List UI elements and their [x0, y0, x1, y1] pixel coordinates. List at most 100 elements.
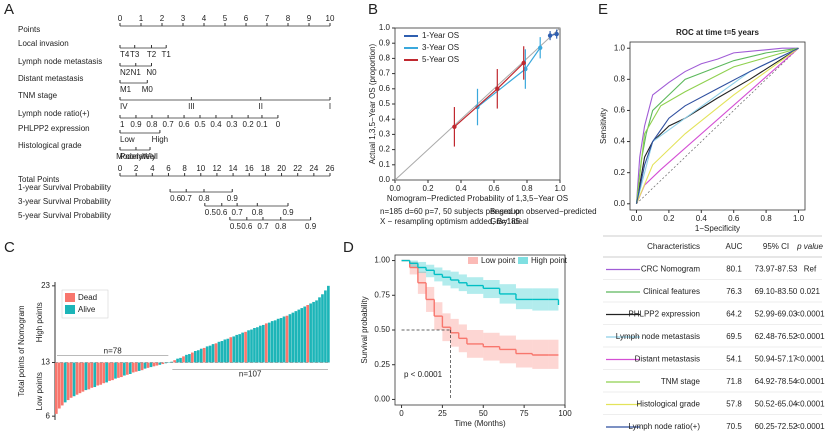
- y-tick-label: 0.6: [379, 84, 391, 93]
- table-cell: PHLPP2 expression: [628, 310, 700, 319]
- bar: [321, 294, 324, 363]
- x-tick-label: 0.2: [422, 184, 434, 193]
- group-label: n=107: [239, 370, 262, 379]
- bar: [60, 362, 64, 406]
- legend-swatch: [468, 257, 478, 264]
- note: Gray: ideal: [490, 217, 529, 226]
- bar: [253, 328, 256, 363]
- bar: [170, 361, 173, 363]
- bar: [78, 362, 82, 394]
- bar: [81, 362, 85, 392]
- axis-tick-label: 6: [244, 14, 249, 23]
- row-label: Distant metastasis: [18, 74, 83, 83]
- scale-tick-label: 0.9: [282, 208, 294, 217]
- table-cell: Lymph node ratio(+): [628, 422, 700, 431]
- scale-tick-label: N2: [120, 68, 131, 77]
- axis-tick-label: 0: [118, 14, 123, 23]
- x-tick-label: 50: [479, 409, 488, 418]
- roc-curve: [635, 47, 799, 204]
- bar: [250, 329, 253, 363]
- bar: [261, 324, 265, 363]
- scale-tick-label: High: [152, 135, 168, 144]
- axis-tick-label: 8: [286, 14, 291, 23]
- note: n=185 d=60 p=7, 50 subjects per group: [380, 207, 520, 216]
- bar: [315, 300, 318, 363]
- axis-tick-label: 10: [196, 164, 205, 173]
- axis-tick-label: 8: [182, 164, 187, 173]
- table-cell: 69.10-83.50: [755, 287, 798, 296]
- x-axis-label: 1−Specificity: [695, 224, 740, 233]
- scale-tick-label: 0.4: [210, 120, 222, 129]
- axis-tick-label: 16: [245, 164, 254, 173]
- point: [547, 33, 553, 38]
- scale-tick-label: T2: [147, 50, 157, 59]
- bar: [87, 362, 91, 390]
- scale-tick-label: T4: [120, 50, 130, 59]
- y-tick-label: 0.7: [379, 69, 391, 78]
- scale-tick-label: 0.8: [198, 194, 210, 203]
- scale-tick-label: Well: [142, 152, 158, 161]
- column-header: AUC: [726, 242, 743, 251]
- bar: [241, 332, 244, 363]
- axis-note: High points: [35, 302, 44, 342]
- bar: [306, 305, 310, 363]
- row-label: Local invasion: [18, 39, 69, 48]
- y-tick-label: 0.8: [379, 54, 391, 63]
- scale-tick-label: 0.8: [275, 222, 287, 231]
- bar: [211, 344, 215, 363]
- legend-swatch: [518, 257, 528, 264]
- scale-tick-label: N1: [131, 68, 142, 77]
- bar: [75, 362, 79, 395]
- y-tick-label: 6: [46, 411, 51, 420]
- scale-tick-label: T3: [130, 50, 140, 59]
- x-tick-label: 0.8: [521, 184, 533, 193]
- scale-tick-label: 0.8: [252, 208, 264, 217]
- bar: [125, 362, 129, 375]
- axis-tick-label: 12: [212, 164, 221, 173]
- table-cell: <0.0001: [795, 377, 825, 386]
- roc-curve: [635, 47, 799, 204]
- x-tick-label: 0.4: [696, 214, 708, 223]
- bar: [267, 322, 271, 363]
- legend-label: High point: [531, 256, 568, 265]
- x-tick-label: 1.0: [554, 184, 566, 193]
- bar: [303, 306, 307, 363]
- table-cell: 50.52-65.04: [755, 400, 798, 409]
- row-label: PHLPP2 expression: [18, 124, 90, 133]
- y-tick-label: 13: [41, 358, 50, 367]
- y-tick-label: 0.0: [614, 199, 626, 208]
- table-cell: 52.99-69.03: [755, 310, 798, 319]
- row-label: Lymph node ratio(+): [18, 109, 90, 118]
- bar: [217, 341, 221, 363]
- point: [554, 31, 559, 37]
- bar: [312, 301, 315, 363]
- scale-tick-label: 0.6: [216, 208, 228, 217]
- bar: [105, 362, 108, 383]
- scale-tick-label: N0: [146, 68, 157, 77]
- x-tick-label: 0.4: [455, 184, 467, 193]
- p-value: p < 0.0001: [404, 370, 443, 379]
- bar: [256, 327, 259, 363]
- scale-tick-label: 0.9: [227, 194, 239, 203]
- scale-tick-label: 0.6: [241, 222, 253, 231]
- bar: [117, 362, 120, 378]
- scale-tick-label: 0.6: [170, 194, 182, 203]
- scale-tick-label: 0.9: [130, 120, 142, 129]
- column-header: p value: [796, 242, 823, 251]
- table-cell: <0.0001: [795, 332, 825, 341]
- table-cell: 62.48-76.52: [755, 332, 798, 341]
- table-cell: 54.1: [726, 355, 742, 364]
- y-tick-label: 1.0: [614, 43, 626, 52]
- bar: [102, 362, 105, 384]
- scale-tick-label: M0: [142, 85, 154, 94]
- roc-curve: [635, 47, 799, 204]
- x-tick-label: 100: [558, 409, 572, 418]
- bar: [270, 321, 274, 363]
- bar: [300, 308, 304, 363]
- scale-tick-label: T1: [162, 50, 172, 59]
- table-cell: <0.0001: [795, 422, 825, 431]
- row-label: 3-year Survival Probability: [18, 197, 111, 206]
- axis-note: Low points: [35, 372, 44, 410]
- y-tick-label: 0.9: [379, 38, 391, 47]
